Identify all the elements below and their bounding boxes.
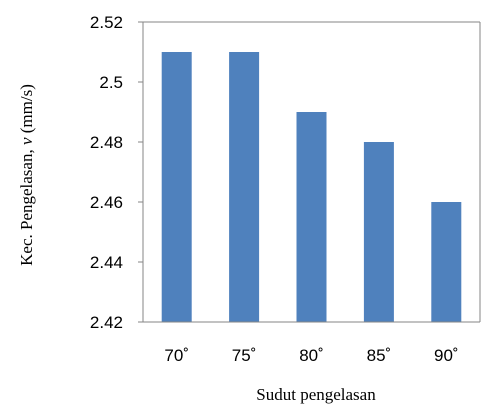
y-tick-label: 2.42 [90, 313, 123, 332]
bar [363, 142, 394, 322]
y-tick-label: 2.52 [90, 13, 123, 32]
bar [296, 112, 327, 322]
plot-area: 2.42 2.44 2.46 2.48 2.5 2.52 70˚ 75˚ 80˚ 85˚ 90˚ [90, 13, 481, 365]
y-axis-title: Kec. Pengelasan, v (mm/s) [17, 84, 36, 266]
x-tick-label: 85˚ [367, 346, 392, 365]
y-tick-label: 2.5 [99, 73, 123, 92]
y-tick-label: 2.48 [90, 133, 123, 152]
x-tick-label: 70˚ [164, 346, 189, 365]
bar [161, 52, 192, 322]
bar [229, 52, 260, 322]
y-axis-title-prefix: Kec. Pengelasan, [17, 145, 36, 266]
y-tick-label: 2.46 [90, 193, 123, 212]
y-axis-title-unit: (mm/s) [17, 84, 36, 137]
bar [431, 202, 462, 322]
x-tick-label: 80˚ [299, 346, 324, 365]
y-axis-title-variable: v [17, 137, 36, 145]
x-tick-label: 90˚ [434, 346, 459, 365]
x-tick-label: 75˚ [232, 346, 257, 365]
x-axis-title: Sudut pengelasan [256, 385, 376, 404]
y-tick-label: 2.44 [90, 253, 123, 272]
